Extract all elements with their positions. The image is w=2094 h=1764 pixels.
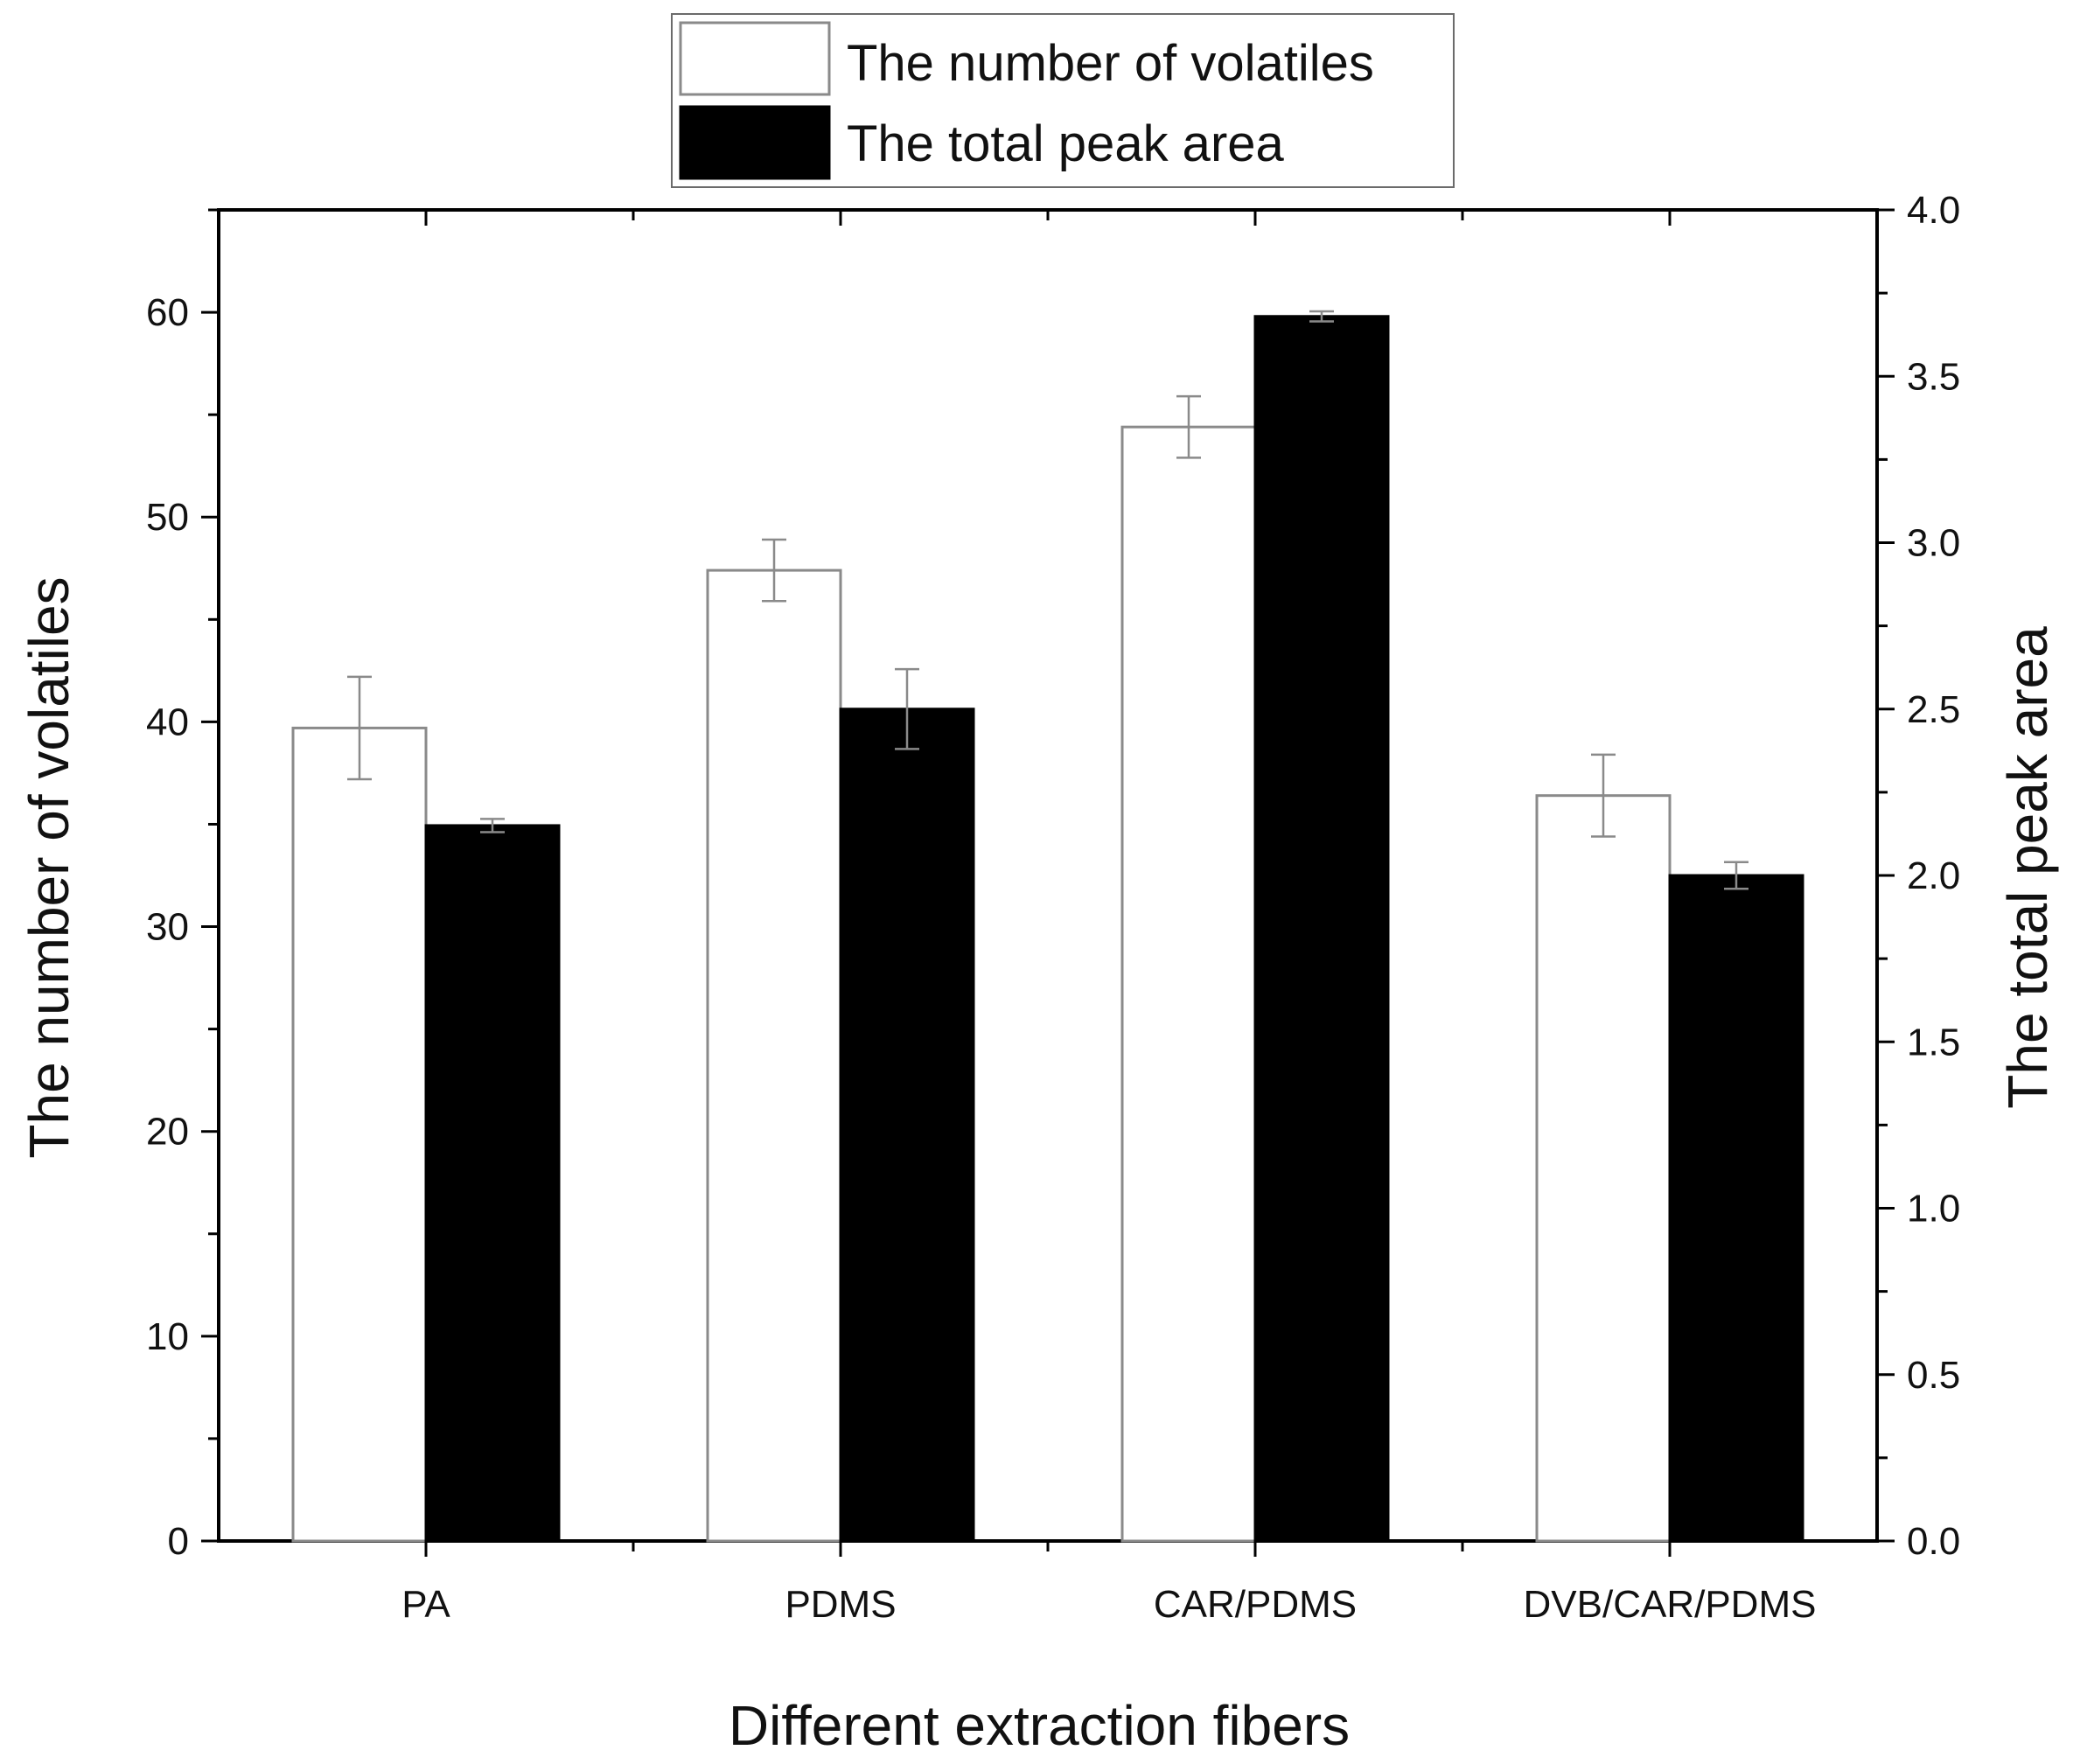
y-right-tick-label: 3.0 bbox=[1907, 522, 1960, 565]
y-left-tick-label: 0 bbox=[168, 1520, 189, 1563]
legend-label-volatiles: The number of volatiles bbox=[847, 35, 1374, 92]
y-left-tick-label: 50 bbox=[146, 496, 189, 539]
axes-layer bbox=[201, 208, 1895, 1557]
bars-layer bbox=[291, 315, 1804, 1543]
bar-volatiles bbox=[1535, 794, 1672, 1543]
y-axis-title-left: The number of volatiles bbox=[17, 576, 80, 1158]
y-left-tick-label: 60 bbox=[146, 291, 189, 334]
y-right-tick-label: 0.0 bbox=[1907, 1520, 1960, 1563]
x-tick-label: DVB/CAR/PDMS bbox=[1524, 1583, 1817, 1626]
bar-peak-area bbox=[424, 824, 561, 1543]
y-right-tick-label: 1.0 bbox=[1907, 1188, 1960, 1231]
bar-peak-area bbox=[1668, 874, 1804, 1543]
y-axis-title-right: The total peak area bbox=[1996, 626, 2059, 1109]
y-left-tick-label: 40 bbox=[146, 701, 189, 743]
x-tick-label: PDMS bbox=[785, 1583, 896, 1626]
bar-peak-area bbox=[839, 708, 975, 1543]
labels-layer: 0 10 20 30 40 50 60 0.0 0.5 1.0 1.5 2.0 2.5 3.0 3.5 4.0… bbox=[146, 189, 1960, 1626]
legend-label-peak-area: The total peak area bbox=[847, 115, 1285, 172]
legend-swatch-peak-area bbox=[679, 105, 831, 180]
y-right-tick-label: 0.5 bbox=[1907, 1354, 1960, 1397]
y-right-tick-label: 3.5 bbox=[1907, 355, 1960, 398]
y-right-tick-label: 2.0 bbox=[1907, 854, 1960, 897]
error-bars-layer bbox=[347, 310, 1748, 890]
bar-peak-area bbox=[1253, 315, 1390, 1543]
x-axis-title: Different extraction fibers bbox=[729, 1694, 1350, 1757]
bar-volatiles bbox=[291, 726, 428, 1543]
x-tick-label: CAR/PDMS bbox=[1154, 1583, 1357, 1626]
y-left-tick-label: 10 bbox=[146, 1315, 189, 1358]
x-tick-label: PA bbox=[401, 1583, 450, 1626]
y-right-tick-label: 2.5 bbox=[1907, 688, 1960, 731]
y-left-tick-label: 20 bbox=[146, 1111, 189, 1154]
bar-volatiles bbox=[706, 568, 842, 1543]
legend-swatch-volatiles bbox=[679, 21, 831, 96]
y-right-tick-label: 4.0 bbox=[1907, 189, 1960, 232]
y-left-tick-label: 30 bbox=[146, 906, 189, 949]
bar-volatiles bbox=[1120, 425, 1257, 1543]
legend: The number of volatiles The total peak a… bbox=[671, 13, 1455, 188]
y-right-tick-label: 1.5 bbox=[1907, 1021, 1960, 1063]
